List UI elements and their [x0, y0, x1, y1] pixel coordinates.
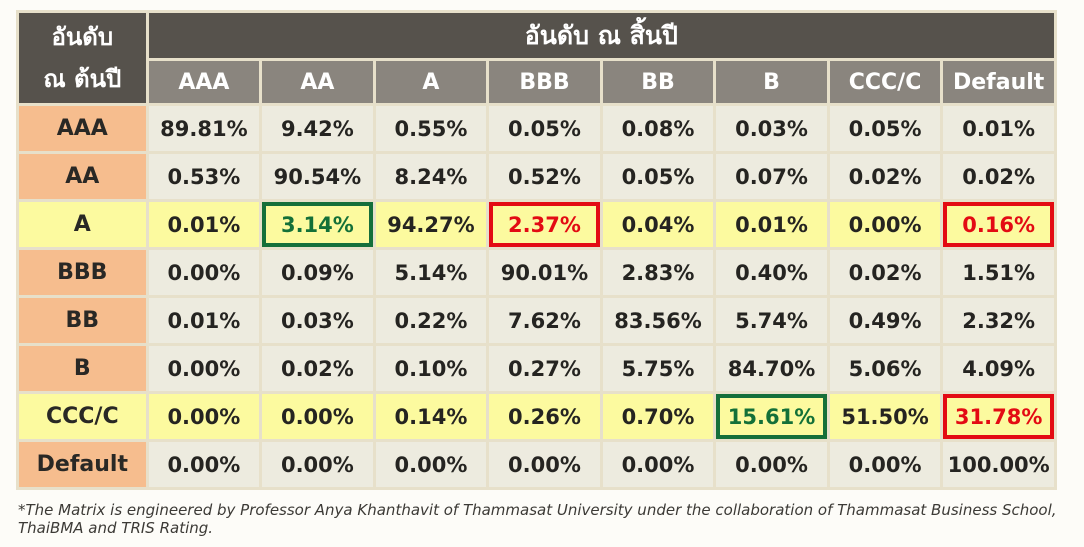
matrix-cell-a-to-b: 0.01% [716, 202, 827, 247]
footnote: *The Matrix is engineered by Professor A… [18, 501, 1057, 537]
matrix-cell-bb-to-aaa: 0.01% [148, 298, 260, 343]
matrix-cell-ccc-c-to-default: 31.78% [943, 394, 1054, 439]
column-header-bbb: BBB [489, 61, 600, 103]
matrix-cell-bb-to-default: 2.32% [943, 298, 1054, 343]
matrix-cell-aa-to-a: 8.24% [375, 154, 487, 199]
row-header-b: B [19, 346, 146, 391]
matrix-cell-b-to-b: 84.70% [716, 346, 827, 391]
matrix-cell-a-to-bbb: 2.37% [489, 202, 600, 247]
matrix-cell-aaa-to-bb: 0.08% [602, 106, 714, 151]
table-row-bbb: BBB 0.00% 0.09% 5.14% 90.01% 2.83% 0.40% 0.02% 1… [19, 250, 1054, 295]
column-header-default: Default [943, 61, 1054, 103]
matrix-cell-aa-to-aa: 90.54% [262, 154, 373, 199]
matrix-cell-aa-to-default: 0.02% [943, 154, 1054, 199]
matrix-cell-b-to-aaa: 0.00% [148, 346, 260, 391]
column-header-b: B [716, 61, 827, 103]
matrix-cell-b-to-bbb: 0.27% [489, 346, 600, 391]
matrix-cell-default-to-ccc-c: 0.00% [829, 442, 941, 487]
matrix-cell-bb-to-bb: 83.56% [602, 298, 714, 343]
matrix-cell-bbb-to-aa: 0.09% [262, 250, 373, 295]
row-header-aa: AA [19, 154, 146, 199]
matrix-cell-default-to-bbb: 0.00% [489, 442, 600, 487]
table-row-aaa: AAA 89.81% 9.42% 0.55% 0.05% 0.08% 0.03% 0.05% 0… [19, 106, 1054, 151]
corner-header-line2: ณ ต้นปี [43, 65, 122, 93]
matrix-cell-aaa-to-b: 0.03% [716, 106, 827, 151]
matrix-cell-ccc-c-to-a: 0.14% [375, 394, 487, 439]
matrix-cell-ccc-c-to-b: 15.61% [716, 394, 827, 439]
table-row-ccc-c: CCC/C 0.00% 0.00% 0.14% 0.26% 0.70% 15.61% 51.5… [19, 394, 1054, 439]
matrix-cell-ccc-c-to-aa: 0.00% [262, 394, 373, 439]
corner-header-line1: อันดับ [51, 23, 114, 51]
matrix-cell-bb-to-bbb: 7.62% [489, 298, 600, 343]
table-row-a: A 0.01% 3.14% 94.27% 2.37% 0.04% 0.01% 0.00% 0.1… [19, 202, 1054, 247]
matrix-cell-default-to-aa: 0.00% [262, 442, 373, 487]
matrix-cell-aaa-to-aaa: 89.81% [148, 106, 260, 151]
row-header-ccc-c: CCC/C [19, 394, 146, 439]
matrix-cell-bbb-to-default: 1.51% [943, 250, 1054, 295]
matrix-cell-bbb-to-aaa: 0.00% [148, 250, 260, 295]
matrix-cell-b-to-ccc-c: 5.06% [829, 346, 941, 391]
matrix-cell-a-to-ccc-c: 0.00% [829, 202, 941, 247]
row-header-bb: BB [19, 298, 146, 343]
matrix-cell-aaa-to-default: 0.01% [943, 106, 1054, 151]
matrix-cell-default-to-bb: 0.00% [602, 442, 714, 487]
matrix-cell-ccc-c-to-bb: 0.70% [602, 394, 714, 439]
matrix-cell-bb-to-b: 5.74% [716, 298, 827, 343]
column-header-row: AAA AA A BBB BB B CCC/C Default [19, 61, 1054, 103]
column-header-bb: BB [602, 61, 714, 103]
row-header-a: A [19, 202, 146, 247]
matrix-cell-aaa-to-aa: 9.42% [262, 106, 373, 151]
matrix-cell-a-to-aa: 3.14% [262, 202, 373, 247]
table-row-default: Default 0.00% 0.00% 0.00% 0.00% 0.00% 0.00% 0.0… [19, 442, 1054, 487]
matrix-cell-default-to-b: 0.00% [716, 442, 827, 487]
matrix-cell-aa-to-aaa: 0.53% [148, 154, 260, 199]
matrix-cell-ccc-c-to-aaa: 0.00% [148, 394, 260, 439]
matrix-cell-bbb-to-a: 5.14% [375, 250, 487, 295]
matrix-cell-b-to-a: 0.10% [375, 346, 487, 391]
matrix-cell-default-to-aaa: 0.00% [148, 442, 260, 487]
matrix-cell-b-to-default: 4.09% [943, 346, 1054, 391]
matrix-cell-aa-to-b: 0.07% [716, 154, 827, 199]
row-header-bbb: BBB [19, 250, 146, 295]
rating-transition-matrix: อันดับ ณ ต้นปี อันดับ ณ สิ้นปี AAA AA A BBB… [16, 10, 1057, 490]
span-header-rating-at-end-of-year: อันดับ ณ สิ้นปี [148, 13, 1054, 58]
matrix-cell-bbb-to-bbb: 90.01% [489, 250, 600, 295]
matrix-cell-ccc-c-to-bbb: 0.26% [489, 394, 600, 439]
matrix-cell-b-to-bb: 5.75% [602, 346, 714, 391]
table-row-bb: BB 0.01% 0.03% 0.22% 7.62% 83.56% 5.74% 0.49% 2.… [19, 298, 1054, 343]
matrix-cell-aa-to-bbb: 0.52% [489, 154, 600, 199]
matrix-cell-a-to-a: 94.27% [375, 202, 487, 247]
matrix-cell-a-to-bb: 0.04% [602, 202, 714, 247]
matrix-cell-b-to-aa: 0.02% [262, 346, 373, 391]
table-row-b: B 0.00% 0.02% 0.10% 0.27% 5.75% 84.70% 5.06% 4.0… [19, 346, 1054, 391]
matrix-cell-aaa-to-bbb: 0.05% [489, 106, 600, 151]
matrix-cell-aaa-to-a: 0.55% [375, 106, 487, 151]
matrix-cell-a-to-default: 0.16% [943, 202, 1054, 247]
column-header-a: A [375, 61, 487, 103]
matrix-cell-default-to-default: 100.00% [943, 442, 1054, 487]
corner-header-rating-at-start-of-year: อันดับ ณ ต้นปี [19, 13, 146, 103]
row-header-default: Default [19, 442, 146, 487]
matrix-cell-default-to-a: 0.00% [375, 442, 487, 487]
matrix-cell-aaa-to-ccc-c: 0.05% [829, 106, 941, 151]
matrix-cell-bbb-to-bb: 2.83% [602, 250, 714, 295]
column-header-aa: AA [262, 61, 373, 103]
column-header-ccc-c: CCC/C [829, 61, 941, 103]
matrix-cell-aa-to-ccc-c: 0.02% [829, 154, 941, 199]
table-row-aa: AA 0.53% 90.54% 8.24% 0.52% 0.05% 0.07% 0.02% 0.… [19, 154, 1054, 199]
matrix-cell-ccc-c-to-ccc-c: 51.50% [829, 394, 941, 439]
column-header-aaa: AAA [148, 61, 260, 103]
row-header-aaa: AAA [19, 106, 146, 151]
matrix-cell-bb-to-ccc-c: 0.49% [829, 298, 941, 343]
matrix-cell-a-to-aaa: 0.01% [148, 202, 260, 247]
matrix-cell-aa-to-bb: 0.05% [602, 154, 714, 199]
matrix-cell-bbb-to-b: 0.40% [716, 250, 827, 295]
matrix-cell-bbb-to-ccc-c: 0.02% [829, 250, 941, 295]
matrix-cell-bb-to-a: 0.22% [375, 298, 487, 343]
matrix-cell-bb-to-aa: 0.03% [262, 298, 373, 343]
